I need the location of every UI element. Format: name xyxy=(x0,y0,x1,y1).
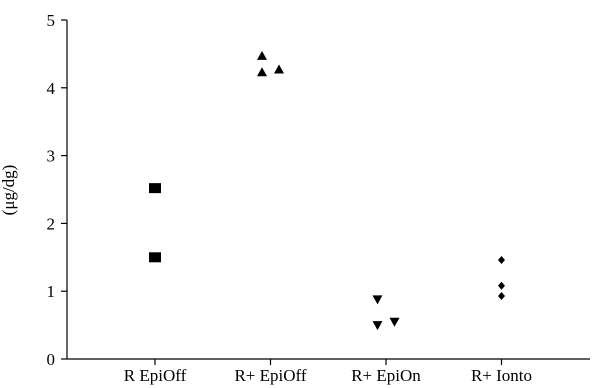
y-tick-label: 0 xyxy=(47,350,56,369)
data-point-square xyxy=(149,183,161,194)
x-tick-label: R+ EpiOn xyxy=(351,366,421,385)
data-point-diamond xyxy=(498,256,505,265)
data-point-triangle-up xyxy=(257,50,267,60)
y-tick-label: 5 xyxy=(47,11,56,30)
data-point-triangle-down xyxy=(372,295,383,305)
data-point-triangle-down xyxy=(372,321,383,331)
y-tick-label: 4 xyxy=(47,79,56,98)
data-point-triangle-up xyxy=(274,64,284,74)
x-axis: R EpiOff R+ EpiOff R+ EpiOn R+ Ionto xyxy=(67,358,590,385)
data-points xyxy=(149,50,505,331)
data-point-diamond xyxy=(498,291,505,300)
y-tick-label: 1 xyxy=(47,282,56,301)
x-tick-label: R EpiOff xyxy=(124,366,187,385)
data-point-diamond xyxy=(498,281,505,290)
y-tick-label: 2 xyxy=(47,214,56,233)
y-tick-label: 3 xyxy=(47,147,56,166)
data-point-triangle-down xyxy=(389,317,400,327)
x-tick-label: R+ EpiOff xyxy=(234,366,306,385)
data-point-square xyxy=(149,252,161,263)
y-axis-title: (μg/dg) xyxy=(0,165,18,216)
data-point-triangle-up xyxy=(257,67,267,77)
y-axis: 0 1 2 3 4 5 xyxy=(47,11,68,369)
x-tick-label: R+ Ionto xyxy=(471,366,532,385)
